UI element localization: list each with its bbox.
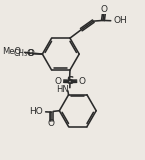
Text: O: O bbox=[48, 119, 55, 128]
Text: O: O bbox=[27, 49, 34, 58]
Text: O: O bbox=[78, 77, 85, 86]
Text: MeO: MeO bbox=[2, 47, 21, 56]
Text: S: S bbox=[66, 76, 74, 86]
Text: O: O bbox=[55, 77, 62, 86]
Text: CH₃: CH₃ bbox=[13, 49, 28, 58]
Text: HN: HN bbox=[56, 85, 69, 94]
Text: O: O bbox=[101, 5, 108, 14]
Text: HO: HO bbox=[29, 107, 43, 116]
Text: OH: OH bbox=[113, 16, 127, 25]
Text: O: O bbox=[27, 49, 34, 58]
